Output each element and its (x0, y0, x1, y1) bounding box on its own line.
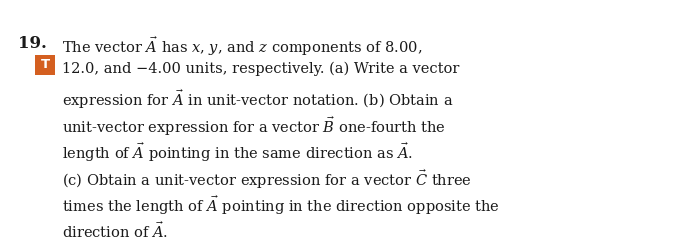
Text: direction of $\vec{A}$.: direction of $\vec{A}$. (62, 220, 168, 241)
Text: 19.: 19. (18, 35, 47, 52)
Text: times the length of $\vec{A}$ pointing in the direction opposite the: times the length of $\vec{A}$ pointing i… (62, 194, 500, 217)
Text: 12.0, and −4.00 units, respectively. (a) Write a vector: 12.0, and −4.00 units, respectively. (a)… (62, 61, 459, 76)
Text: T: T (41, 59, 50, 71)
Text: The vector $\vec{A}$ has $x$, $y$, and $z$ components of 8.00,: The vector $\vec{A}$ has $x$, $y$, and $… (62, 35, 422, 58)
Text: unit-vector expression for a vector $\vec{B}$ one-fourth the: unit-vector expression for a vector $\ve… (62, 114, 446, 137)
Text: expression for $\vec{A}$ in unit-vector notation. (b) Obtain a: expression for $\vec{A}$ in unit-vector … (62, 88, 454, 111)
Text: (c) Obtain a unit-vector expression for a vector $\vec{C}$ three: (c) Obtain a unit-vector expression for … (62, 167, 472, 190)
FancyBboxPatch shape (35, 55, 55, 75)
Text: length of $\vec{A}$ pointing in the same direction as $\vec{A}$.: length of $\vec{A}$ pointing in the same… (62, 141, 413, 164)
